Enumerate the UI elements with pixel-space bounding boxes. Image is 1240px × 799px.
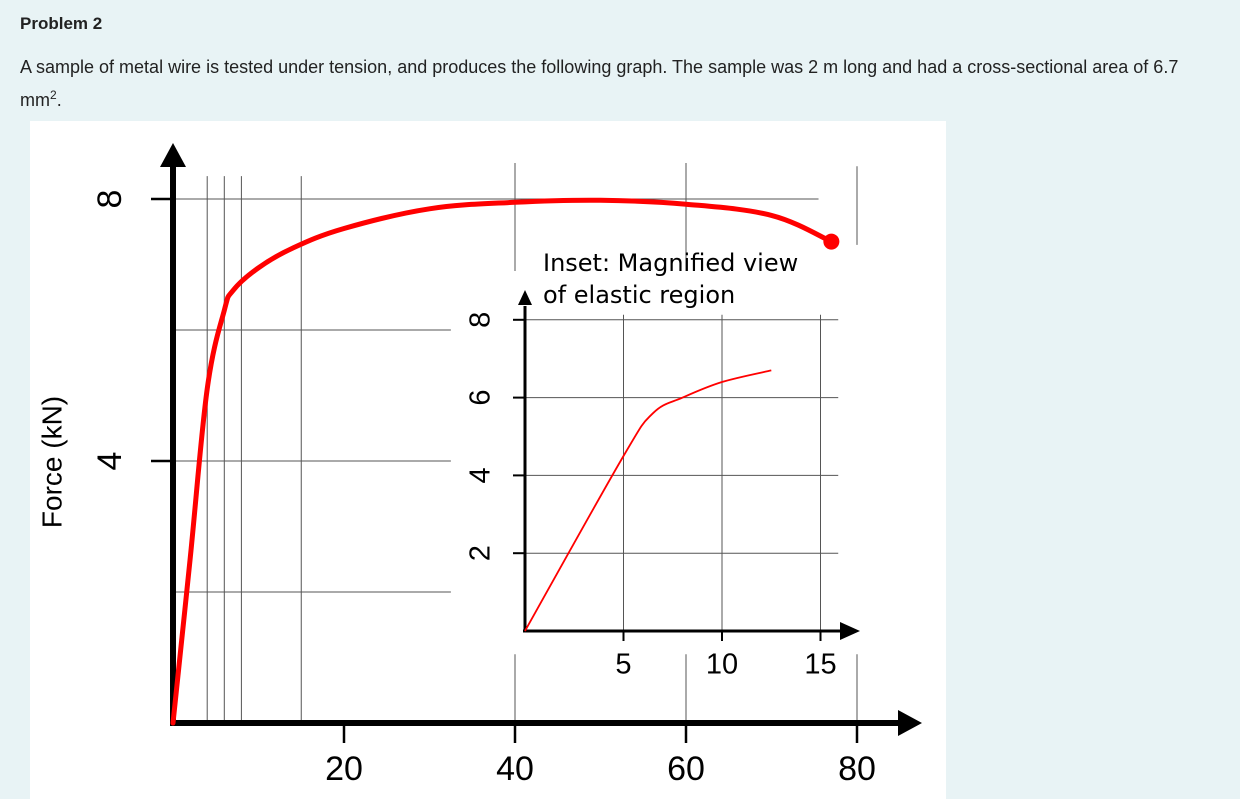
inset-x-tick-label: 10 <box>706 649 738 681</box>
problem-text-main: A sample of metal wire is tested under t… <box>20 57 1179 110</box>
force-extension-figure: 20 40 60 80 4 8 Force (kN) 5 10 15 2 4 6 8 Inset: Magn… <box>30 121 946 799</box>
main-x-tick-label: 20 <box>325 750 363 788</box>
main-y-tick-label: 8 <box>91 190 129 209</box>
main-x-tick-label: 40 <box>496 750 534 788</box>
inset-y-axis-arrowhead <box>518 290 532 305</box>
main-y-tick-label: 4 <box>91 452 129 471</box>
inset-force-curve <box>524 369 772 632</box>
main-x-tick-label: 80 <box>838 750 876 788</box>
area-exponent: 2 <box>50 88 57 102</box>
main-y-axis-label: Force (kN) <box>36 396 67 528</box>
inset-y-tick-label: 6 <box>465 390 497 406</box>
inset-title-line-2: of elastic region <box>543 281 735 309</box>
main-x-axis-arrowhead <box>898 710 922 736</box>
inset-x-tick-label: 15 <box>804 649 836 681</box>
inset-x-tick-label: 5 <box>615 649 631 681</box>
inset-title-line-1: Inset: Magnified view <box>543 249 798 277</box>
inset-y-tick-label: 2 <box>465 545 497 561</box>
problem-title: Problem 2 <box>20 14 103 33</box>
problem-text-end: . <box>56 90 62 110</box>
inset-y-tick-label: 8 <box>465 312 497 328</box>
main-force-curve <box>170 197 834 726</box>
fracture-point-marker <box>823 233 840 250</box>
inset-x-axis-arrowhead <box>840 622 860 640</box>
main-x-tick-label: 60 <box>667 750 705 788</box>
chart-svg: 20 40 60 80 4 8 Force (kN) 5 10 15 2 4 6 8 Inset: Magn… <box>36 143 922 788</box>
inset-y-tick-label: 4 <box>465 467 497 483</box>
problem-statement: A sample of metal wire is tested under t… <box>20 53 1220 114</box>
main-y-axis-arrowhead <box>160 143 186 167</box>
